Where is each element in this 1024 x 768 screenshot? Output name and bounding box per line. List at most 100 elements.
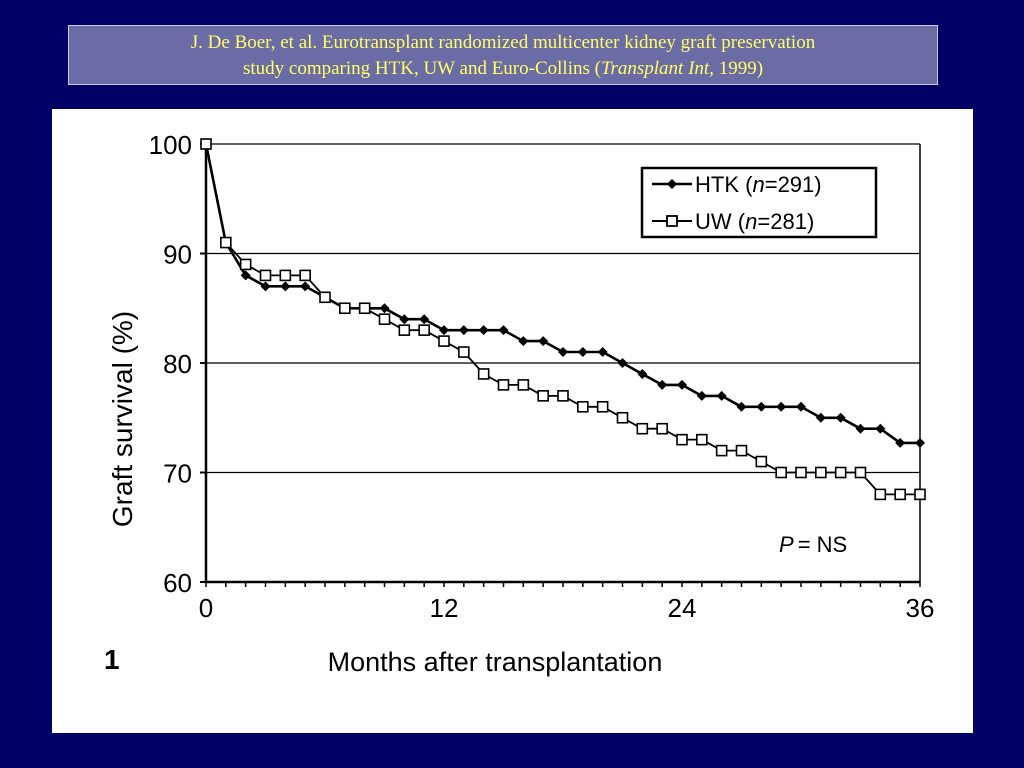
data-point-htk-15: [498, 325, 509, 336]
data-point-uw-30: [795, 466, 807, 479]
data-point-uw-11: [418, 324, 430, 336]
data-point-uw-25: [696, 433, 708, 446]
data-point-htk-35: [895, 437, 906, 448]
citation-line-2-prefix: study comparing HTK, UW and Euro-Collins…: [242, 58, 601, 79]
data-point-uw-4: [279, 269, 292, 282]
legend: HTK (n=291) UW (n=281): [640, 166, 878, 239]
data-point-uw-19: [577, 400, 589, 413]
data-point-uw-1: [220, 236, 232, 249]
data-point-uw-2: [239, 258, 252, 271]
data-point-htk-24: [677, 379, 687, 390]
y-tick-label-90: 90: [163, 240, 192, 270]
data-point-htk-25: [696, 390, 707, 401]
y-tick-label-80: 80: [163, 349, 192, 379]
legend-uw-n: 281: [770, 209, 807, 234]
survival-chart: 60 70 80 90 100 0 12 24 36 Graft survival (%) M…: [104, 130, 935, 677]
data-point-uw-28: [755, 455, 768, 468]
x-tick-label-12: 12: [430, 593, 459, 623]
data-point-htk-3: [260, 281, 271, 292]
data-point-htk-20: [597, 347, 608, 358]
legend-htk-marker: [667, 179, 677, 189]
p-value-annotation: P = NS: [779, 532, 847, 557]
data-point-htk-30: [796, 401, 806, 412]
data-point-uw-10: [398, 324, 411, 336]
data-point-htk-27: [736, 401, 747, 412]
citation-line-2: study comparing HTK, UW and Euro-Collins…: [69, 56, 937, 82]
figure-number: 1: [104, 644, 120, 675]
data-point-uw-12: [438, 335, 450, 347]
data-point-htk-18: [558, 347, 568, 358]
data-point-htk-31: [815, 412, 826, 423]
legend-htk-n: 291: [778, 172, 815, 197]
x-axis-label: Months after transplantation: [328, 647, 663, 677]
x-tick-label-0: 0: [199, 593, 213, 623]
data-point-htk-26: [716, 390, 727, 401]
data-point-uw-5: [299, 269, 311, 282]
data-point-uw-3: [259, 269, 272, 282]
citation-box: J. De Boer, et al. Eurotransplant random…: [68, 25, 938, 85]
data-point-htk-10: [399, 314, 410, 325]
data-point-htk-11: [419, 314, 430, 325]
data-point-uw-29: [775, 466, 787, 479]
data-point-uw-15: [497, 379, 510, 391]
x-tick-label-36: 36: [906, 593, 935, 623]
data-point-uw-8: [358, 302, 371, 315]
data-point-uw-20: [596, 400, 609, 413]
y-tick-label-100: 100: [149, 130, 192, 160]
data-point-uw-16: [517, 379, 530, 391]
data-point-htk-16: [518, 336, 529, 347]
data-point-uw-32: [834, 466, 847, 479]
citation-journal: Transplant Int,: [600, 58, 714, 79]
data-point-htk-33: [855, 423, 866, 434]
data-point-htk-13: [458, 325, 469, 336]
legend-htk-label: HTK: [695, 172, 739, 197]
data-point-uw-18: [557, 390, 569, 402]
data-point-uw-21: [616, 411, 629, 424]
y-tick-label-60: 60: [163, 568, 192, 598]
citation-line-2-suffix: 1999): [713, 58, 764, 79]
data-point-htk-34: [875, 423, 886, 434]
legend-box: [640, 166, 878, 239]
data-point-htk-29: [776, 401, 787, 412]
data-point-uw-34: [874, 488, 887, 501]
data-point-htk-23: [657, 379, 668, 390]
data-point-uw-17: [537, 390, 549, 402]
data-point-uw-24: [676, 433, 688, 446]
data-point-uw-35: [894, 488, 906, 501]
data-point-uw-9: [378, 313, 391, 325]
figure-panel: 60 70 80 90 100 0 12 24 36 Graft survival (%) M…: [52, 109, 973, 733]
data-point-htk-12: [439, 325, 449, 336]
y-tick-label-70: 70: [163, 459, 192, 489]
data-point-uw-7: [339, 302, 351, 315]
data-point-htk-5: [300, 281, 311, 292]
data-point-uw-23: [656, 422, 668, 435]
legend-uw-text: UW (n=281): [695, 209, 814, 234]
data-point-htk-21: [617, 358, 628, 368]
data-point-uw-36: [914, 488, 926, 501]
data-point-htk-32: [835, 412, 846, 423]
p-value-text: = NS: [798, 532, 848, 557]
data-point-uw-14: [477, 368, 490, 380]
data-point-uw-13: [458, 346, 470, 358]
legend-uw-label: UW: [695, 209, 732, 234]
citation-line-1: J. De Boer, et al. Eurotransplant random…: [190, 32, 816, 53]
y-axis-label: Graft survival (%): [107, 311, 138, 527]
data-point-uw-31: [815, 466, 827, 479]
data-point-uw-0: [200, 138, 212, 150]
x-tick-label-24: 24: [668, 593, 697, 623]
data-point-uw-26: [715, 444, 728, 457]
data-point-htk-14: [478, 325, 489, 336]
data-point-htk-9: [379, 303, 390, 314]
data-point-htk-19: [577, 347, 588, 358]
data-point-htk-4: [280, 281, 291, 292]
legend-htk-text: HTK (n=291): [695, 172, 822, 197]
data-point-uw-33: [854, 466, 867, 479]
legend-uw-marker: [666, 215, 678, 227]
data-point-uw-22: [636, 422, 649, 435]
data-point-htk-17: [538, 336, 549, 347]
p-symbol: P: [779, 532, 794, 557]
data-point-htk-36: [915, 437, 925, 448]
data-point-htk-22: [637, 368, 648, 379]
data-point-htk-2: [240, 270, 251, 281]
data-point-uw-27: [735, 444, 748, 457]
